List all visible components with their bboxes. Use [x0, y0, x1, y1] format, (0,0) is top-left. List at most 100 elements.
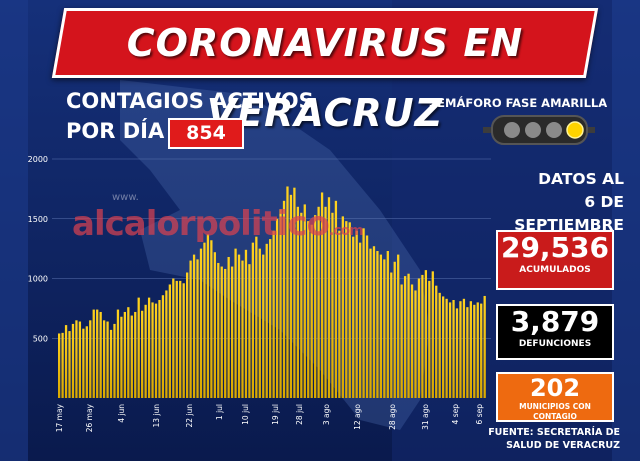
bar	[234, 248, 237, 399]
x-tick-label: 22 jun	[185, 404, 194, 428]
data-date: DATOS AL 6 DE SEPTIEMBRE	[488, 168, 624, 237]
subtitle-line-2: POR DÍA	[66, 119, 165, 143]
semaforo-light-3	[546, 122, 562, 138]
bar	[213, 252, 216, 398]
bar	[61, 332, 64, 398]
bar	[448, 302, 452, 398]
bar	[362, 228, 365, 398]
bar	[141, 310, 144, 398]
bar	[92, 309, 95, 398]
bar	[89, 320, 92, 398]
bar	[255, 236, 258, 398]
y-axis-ticks: 500 1000 1500 2000	[28, 155, 48, 343]
bar	[151, 302, 154, 398]
bar	[120, 316, 123, 398]
semaforo-light-2	[525, 122, 541, 138]
bar	[224, 268, 227, 398]
watermark-sub: .com	[328, 223, 364, 239]
bar	[320, 192, 324, 398]
bar	[442, 296, 445, 398]
x-tick-label: 13 jun	[152, 404, 161, 428]
bar	[147, 297, 151, 398]
bar	[154, 303, 158, 398]
defunciones-panel: 3,879 DEFUNCIONES	[496, 304, 614, 360]
bar	[172, 278, 175, 398]
bar	[192, 254, 196, 398]
bar	[265, 243, 268, 398]
bar	[75, 320, 78, 398]
bar	[71, 323, 75, 398]
watermark-www: www.	[112, 192, 139, 203]
bar	[414, 290, 417, 398]
y-tick-label: 500	[33, 334, 48, 343]
bar	[386, 251, 389, 398]
bar	[116, 309, 120, 398]
x-tick-label: 17 may	[55, 403, 64, 432]
bar	[58, 333, 61, 398]
x-tick-label: 3 ago	[322, 404, 331, 426]
datos-line-1: DATOS AL	[538, 170, 624, 188]
bar	[327, 197, 331, 398]
defunciones-value: 3,879	[510, 305, 600, 338]
bar	[189, 260, 192, 398]
bar	[144, 304, 147, 398]
bar	[227, 256, 230, 398]
bar	[417, 278, 421, 398]
bar	[230, 266, 234, 398]
bar	[314, 215, 317, 398]
bar	[289, 194, 293, 398]
bar	[244, 249, 248, 398]
bar	[220, 266, 223, 398]
x-axis-ticks: 17 may 26 may 4 jun 13 jun 22 jun 1 jul 10 jul…	[55, 403, 484, 432]
bar	[435, 285, 438, 398]
bar	[331, 212, 334, 398]
bar	[275, 218, 279, 398]
bar	[82, 328, 85, 398]
source-line-1: FUENTE: SECRETARÍA DE	[488, 427, 620, 438]
bar	[410, 284, 414, 398]
bar	[345, 221, 348, 398]
bar	[109, 329, 113, 398]
y-tick-label: 1000	[28, 275, 48, 284]
bar	[303, 204, 306, 398]
bar	[348, 222, 351, 398]
bar	[161, 295, 165, 398]
x-tick-label: 4 jun	[117, 404, 126, 423]
bar	[445, 298, 448, 398]
bar	[64, 325, 68, 398]
y-tick-label: 2000	[28, 155, 48, 164]
bar	[334, 200, 338, 398]
municipios-value: 202	[529, 374, 581, 402]
bar	[341, 216, 344, 398]
bar	[237, 254, 241, 398]
bar	[462, 298, 466, 398]
bar	[483, 295, 486, 398]
bar	[158, 300, 161, 398]
bar	[137, 297, 140, 398]
bar	[196, 259, 199, 398]
datos-line-2: 6 DE SEPTIEMBRE	[514, 193, 624, 234]
bar	[355, 230, 358, 398]
bar	[165, 290, 168, 398]
bar	[123, 311, 127, 398]
bar	[307, 221, 310, 398]
bar	[431, 271, 434, 398]
daily-active-value: 854	[168, 118, 244, 149]
bar	[338, 230, 341, 398]
bar	[324, 206, 327, 398]
x-tick-label: 26 may	[85, 403, 94, 432]
semaforo-light-1	[504, 122, 520, 138]
bar	[376, 251, 379, 398]
x-tick-label: 1 jul	[215, 404, 224, 420]
bar	[85, 326, 88, 398]
bar	[68, 331, 71, 398]
defunciones-label: DEFUNCIONES	[518, 339, 592, 349]
bar	[300, 212, 303, 398]
bar	[455, 308, 459, 399]
bar	[96, 309, 99, 398]
bar	[182, 283, 185, 398]
x-tick-label: 28 jul	[295, 404, 304, 425]
bar	[390, 272, 393, 398]
bar	[241, 260, 244, 398]
bar	[217, 262, 220, 398]
